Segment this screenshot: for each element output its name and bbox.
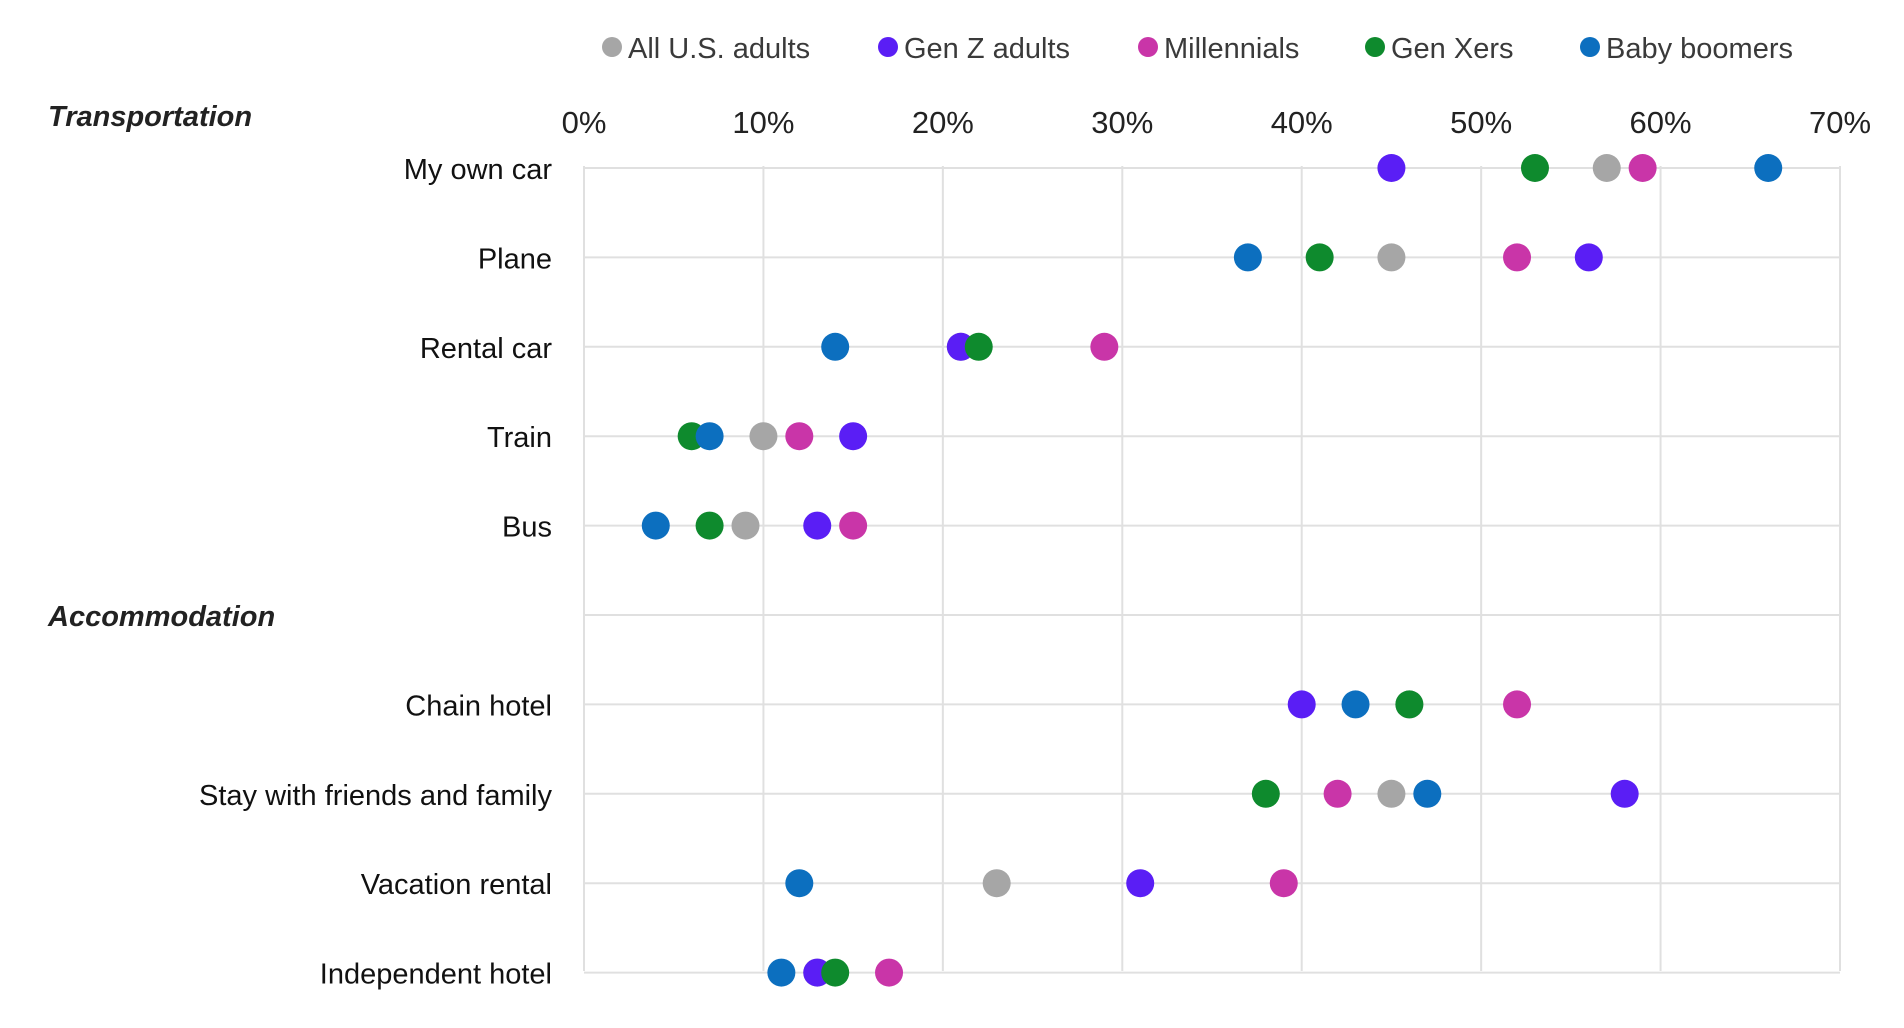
x-tick-label: 70% <box>1809 105 1871 140</box>
legend-label: All U.S. adults <box>628 33 810 65</box>
category-label: Train <box>487 422 552 454</box>
data-point <box>1395 690 1424 719</box>
category-label: Vacation rental <box>361 869 552 901</box>
data-point <box>785 422 814 451</box>
legend-swatch <box>602 37 622 57</box>
x-tick-label: 0% <box>562 105 607 140</box>
x-tick-label: 10% <box>732 105 794 140</box>
data-point <box>839 511 868 540</box>
x-tick-label: 20% <box>912 105 974 140</box>
data-point <box>695 511 724 540</box>
data-point <box>1269 869 1298 898</box>
data-point <box>875 958 904 987</box>
legend-item: Millennials <box>1138 33 1299 65</box>
legend-swatch <box>1365 37 1385 57</box>
category-label: Rental car <box>420 333 553 365</box>
grid-lines <box>583 166 1841 974</box>
data-point <box>1413 779 1442 808</box>
legend-swatch <box>878 37 898 57</box>
data-point <box>1233 243 1262 272</box>
data-point <box>1610 779 1639 808</box>
data-point <box>1251 779 1280 808</box>
data-point <box>839 422 868 451</box>
legend-label: Baby boomers <box>1606 33 1793 65</box>
data-point <box>1754 154 1783 182</box>
data-point <box>695 422 724 451</box>
data-point <box>641 511 670 540</box>
data-point <box>1503 243 1532 272</box>
data-point <box>1503 690 1532 719</box>
data-point <box>1377 243 1406 272</box>
legend-label: Millennials <box>1164 33 1299 65</box>
legend-item: Gen Z adults <box>878 33 1070 65</box>
legend: All U.S. adults Gen Z adults Millennials Ge… <box>602 33 1793 65</box>
data-point <box>1574 243 1603 272</box>
x-tick-label: 40% <box>1271 105 1333 140</box>
data-point <box>1377 154 1406 182</box>
x-tick-label: 50% <box>1450 105 1512 140</box>
category-label: Independent hotel <box>320 959 552 991</box>
category-label: My own car <box>404 154 553 186</box>
category-labels: Transportation Accommodation My own car Pla… <box>47 101 553 991</box>
legend-swatch <box>1138 37 1158 57</box>
category-label: Chain hotel <box>405 690 552 722</box>
legend-item: Baby boomers <box>1580 33 1793 65</box>
legend-label: Gen Z adults <box>904 33 1070 65</box>
data-point <box>1520 154 1549 182</box>
category-label: Stay with friends and family <box>199 780 552 812</box>
data-point <box>731 511 760 540</box>
legend-label: Gen Xers <box>1391 33 1514 65</box>
data-point <box>785 869 814 898</box>
data-points <box>641 154 1783 987</box>
legend-swatch <box>1580 37 1600 57</box>
category-label: Plane <box>478 243 552 275</box>
x-tick-label: 60% <box>1630 105 1692 140</box>
data-point <box>982 869 1011 898</box>
data-point <box>1377 779 1406 808</box>
data-point <box>1126 869 1155 898</box>
data-point <box>964 332 993 361</box>
x-tick-label: 30% <box>1091 105 1153 140</box>
data-point <box>767 958 796 987</box>
data-point <box>1287 690 1316 719</box>
data-point <box>1592 154 1621 182</box>
data-point <box>1323 779 1352 808</box>
group-label: Transportation <box>48 101 252 133</box>
x-axis: 0% 10% 20% 30% 40% 50% 60% 70% <box>562 105 1871 140</box>
legend-item: Gen Xers <box>1365 33 1514 65</box>
data-point <box>821 332 850 361</box>
legend-item: All U.S. adults <box>602 33 810 65</box>
data-point <box>1305 243 1334 272</box>
data-point <box>1341 690 1370 719</box>
data-point <box>1628 154 1657 182</box>
data-point <box>1090 332 1119 361</box>
data-point <box>749 422 778 451</box>
group-label: Accommodation <box>47 601 275 633</box>
category-label: Bus <box>502 512 552 544</box>
data-point <box>803 511 832 540</box>
data-point <box>821 958 850 987</box>
